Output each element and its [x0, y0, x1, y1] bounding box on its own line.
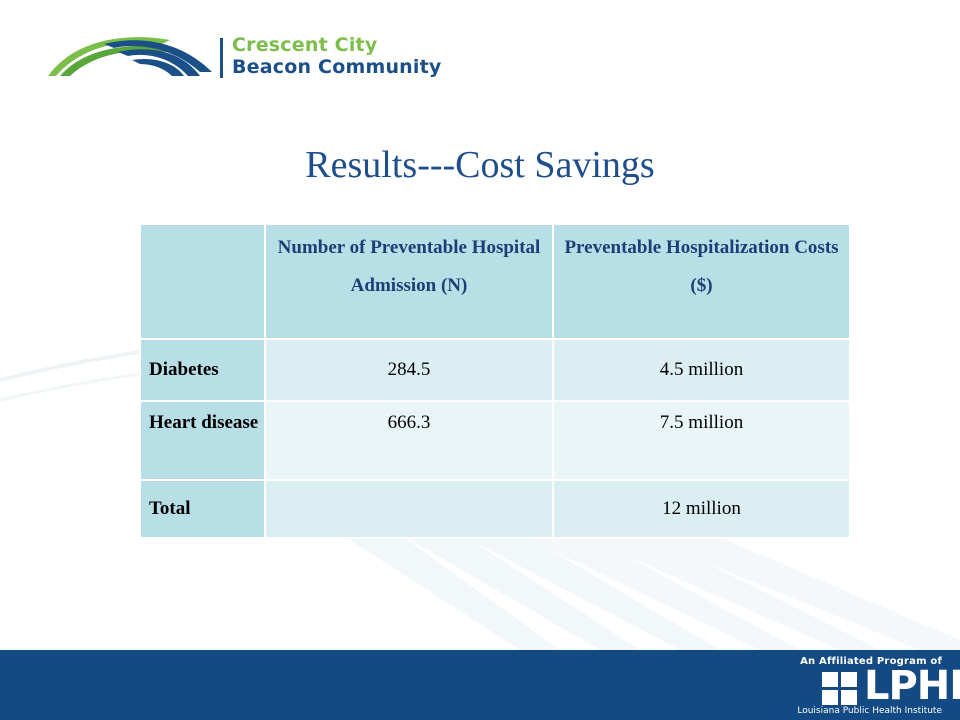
- lphi-grid-icon: [822, 672, 857, 705]
- results-table: Number of Preventable Hospital Admission…: [139, 223, 851, 539]
- logo-line-1: Crescent City: [232, 34, 378, 56]
- table-header-row: Number of Preventable Hospital Admission…: [139, 223, 851, 340]
- slide-title: Results---Cost Savings: [305, 144, 655, 186]
- row-label: Diabetes: [139, 338, 266, 402]
- logo-line-2: Beacon Community: [232, 56, 442, 78]
- table-row: Total 12 million: [139, 479, 851, 539]
- costs-cell: 7.5 million: [552, 400, 851, 481]
- lphi-full-name: Louisiana Public Health Institute: [797, 706, 942, 716]
- table-row: Diabetes 284.5 4.5 million: [139, 338, 851, 402]
- lphi-logo-text: LPHI: [864, 663, 960, 709]
- affiliated-program-text: An Affiliated Program of: [800, 656, 942, 667]
- table-header-empty: [139, 223, 266, 340]
- logo-divider: [220, 38, 223, 78]
- admissions-cell: 284.5: [264, 338, 554, 402]
- admissions-cell: 666.3: [264, 400, 554, 481]
- footer-bar: [0, 650, 960, 720]
- row-label: Total: [139, 479, 266, 539]
- table-header-admissions: Number of Preventable Hospital Admission…: [264, 223, 554, 340]
- costs-cell: 4.5 million: [552, 338, 851, 402]
- row-label: Heart disease: [139, 400, 266, 481]
- background-swoosh-decoration: [0, 331, 960, 650]
- costs-cell: 12 million: [552, 479, 851, 539]
- crescent-city-logo: Crescent City Beacon Community: [44, 30, 444, 90]
- table-header-costs: Preventable Hospitalization Costs ($): [552, 223, 851, 340]
- table-row: Heart disease 666.3 7.5 million: [139, 400, 851, 481]
- bridge-arc-icon: [48, 37, 212, 76]
- admissions-cell: [264, 479, 554, 539]
